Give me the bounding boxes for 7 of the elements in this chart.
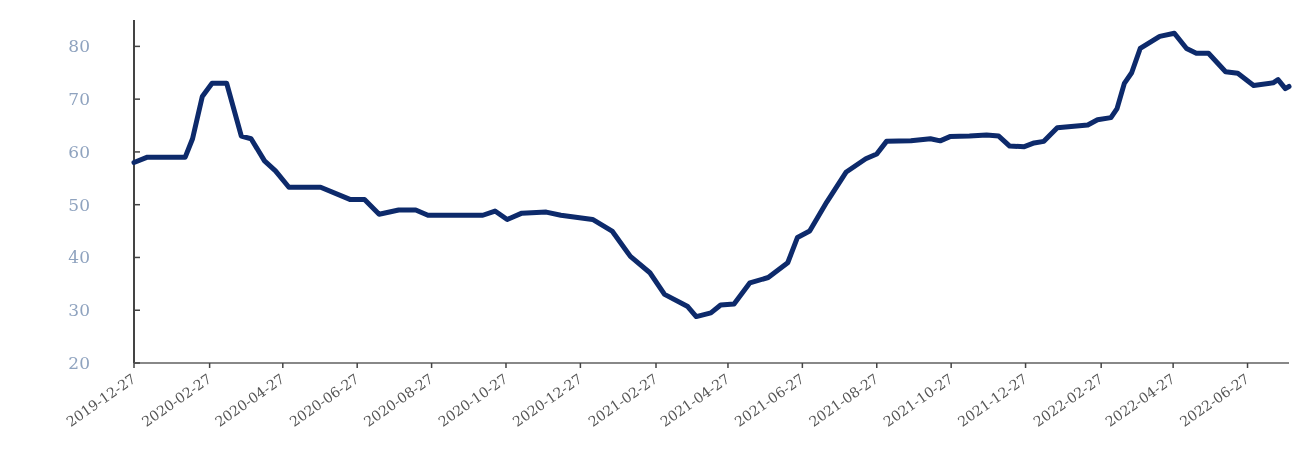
y-tick-label: 50 bbox=[68, 194, 90, 215]
y-tick-label: 80 bbox=[68, 36, 90, 57]
y-tick-label: 70 bbox=[68, 89, 90, 110]
y-tick-label: 20 bbox=[68, 352, 90, 373]
y-tick-label: 30 bbox=[68, 300, 90, 321]
y-tick-label: 60 bbox=[68, 141, 90, 162]
y-tick-label: 40 bbox=[68, 247, 90, 268]
